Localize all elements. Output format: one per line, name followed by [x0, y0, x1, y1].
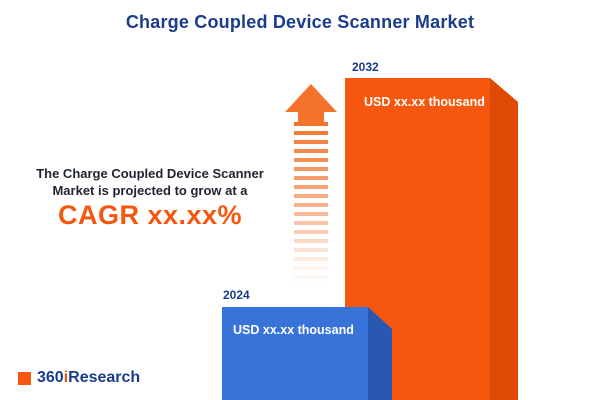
bar-value-2032: USD xx.xx thousand	[364, 95, 485, 109]
annotation-line-1: The Charge Coupled Device Scanner	[36, 166, 264, 181]
up-arrow-icon	[285, 84, 337, 122]
year-label-2032: 2032	[352, 60, 379, 74]
annotation-block: The Charge Coupled Device Scanner Market…	[0, 165, 300, 230]
cagr-text: CAGR xx.xx%	[57, 200, 243, 230]
arrow-dashed-tail	[294, 122, 328, 290]
logo-mark-icon	[18, 371, 31, 385]
logo-text: 360iResearch	[37, 369, 141, 386]
page-title: Charge Coupled Device Scanner Market	[125, 12, 475, 32]
bar-2032-side	[490, 78, 518, 400]
year-label-2024: 2024	[223, 288, 250, 302]
brand-logo: 360iResearch	[18, 369, 140, 387]
bar-value-2024: USD xx.xx thousand	[233, 323, 354, 337]
growth-arrow	[285, 84, 337, 290]
annotation-line-2: Market is projected to grow at a	[52, 183, 248, 198]
bar-2024-front	[222, 307, 368, 400]
bar-2024-side	[368, 307, 392, 400]
